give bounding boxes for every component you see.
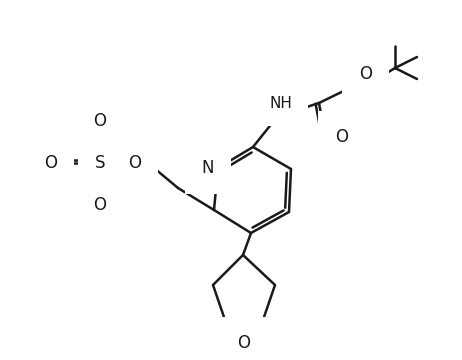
Text: O: O	[93, 112, 107, 130]
Text: N: N	[201, 159, 214, 177]
Text: O: O	[359, 65, 372, 83]
Text: O: O	[335, 128, 348, 146]
Text: S: S	[95, 154, 105, 172]
Text: O: O	[128, 154, 141, 172]
Text: O: O	[44, 154, 57, 172]
Text: O: O	[237, 334, 250, 352]
Text: O: O	[93, 196, 107, 214]
Text: NH: NH	[269, 96, 292, 111]
